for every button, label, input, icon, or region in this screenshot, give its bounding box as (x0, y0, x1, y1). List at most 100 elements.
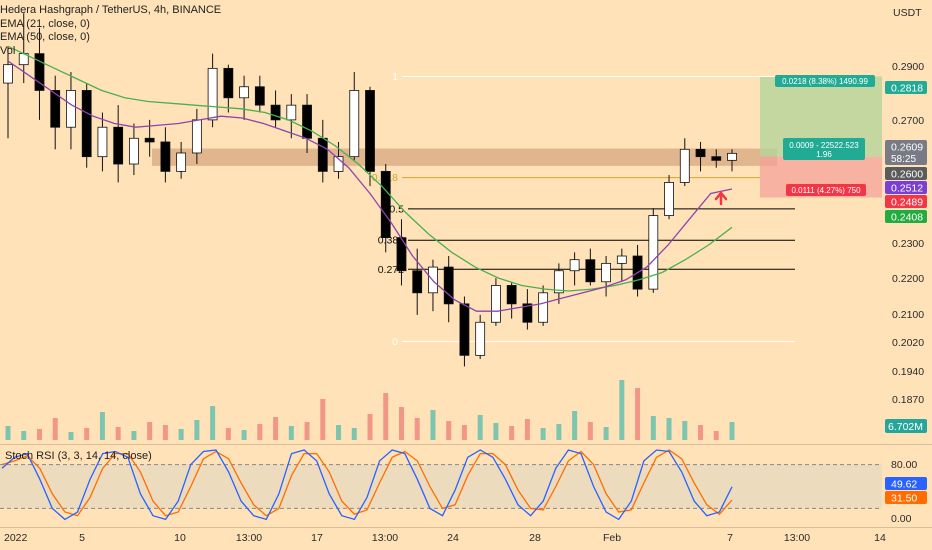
volume-bar (115, 427, 121, 440)
volume-bar (99, 412, 105, 440)
volume-bar (131, 431, 137, 440)
candle-body (254, 86, 265, 106)
stoch-k-line (1, 449, 733, 521)
volume-bar (650, 416, 656, 440)
price-tag-text: 0.2609 (891, 142, 923, 154)
candle-body (223, 67, 234, 99)
candle-body (3, 64, 13, 84)
candle-body (66, 90, 76, 128)
volume-bar (351, 428, 357, 440)
symbol-title[interactable]: Hedera Hashgraph / TetherUS, 4h, BINANCE (0, 4, 222, 16)
volume-bar (273, 417, 279, 440)
candle-body (522, 303, 533, 323)
price-tag-text: 0.2489 (891, 197, 923, 209)
price-axis-tick: 0.2300 (892, 238, 924, 250)
volume-bar (446, 421, 452, 440)
price-tag-text: 0.2818 (891, 83, 923, 95)
time-axis-label: 2022 (4, 532, 28, 544)
volume-bar (603, 427, 609, 440)
price-axis-tick: 0.1940 (892, 366, 924, 378)
candle-body (349, 90, 360, 158)
volume-bar (713, 431, 719, 440)
volume-bar (383, 393, 389, 440)
volume-bar (147, 422, 153, 440)
stoch-d-tag-bg (885, 491, 927, 504)
volume-bar (84, 428, 90, 440)
volume-bar (304, 422, 310, 440)
price-tag-bg (885, 210, 927, 223)
volume-bar (194, 420, 200, 440)
volume-tag-text: 6.702M (888, 421, 923, 433)
volume-bar (682, 421, 688, 440)
volume-bar (698, 425, 704, 440)
time-axis-label: 17 (311, 532, 323, 544)
candle-body (176, 152, 187, 172)
candle-body (365, 90, 375, 172)
candle-body (679, 148, 690, 183)
volume-bar (257, 424, 263, 440)
candle-body (695, 148, 706, 158)
candle-body (34, 53, 45, 91)
position-stop-label-bg (786, 184, 866, 196)
volume-bar (430, 410, 436, 440)
stoch-axis-tick: 80.00 (891, 459, 917, 471)
candle-body (81, 90, 92, 158)
support-zone (152, 148, 777, 166)
price-tag-bg (885, 140, 927, 165)
time-axis-label: 5 (79, 532, 85, 544)
volume-bar (288, 426, 294, 440)
candle-body (711, 156, 722, 161)
position-entry-label-bg (783, 138, 865, 160)
price-axis-tick: 0.1870 (892, 394, 924, 406)
volume-bar (461, 425, 467, 440)
up-arrow-annotation (714, 191, 728, 206)
volume-bar (21, 431, 27, 440)
indicator-volume-label[interactable]: Vol (0, 44, 16, 57)
price-tag: 0.2600 (885, 167, 927, 181)
candle-body (538, 292, 549, 323)
volume-bar (320, 399, 326, 440)
time-axis-label: 13:00 (372, 532, 398, 544)
candle-body (113, 126, 124, 165)
candle-body (144, 137, 155, 143)
candle-body (129, 137, 139, 165)
candle-body (286, 104, 297, 121)
candle-body (333, 156, 344, 172)
volume-bar (587, 422, 593, 440)
chart-legend: Hedera Hashgraph / TetherUS, 4h, BINANCE… (0, 4, 221, 58)
candle-body (475, 321, 486, 356)
candles-group (3, 13, 737, 367)
indicator-ema50-label[interactable]: EMA (50, close, 0) (0, 31, 90, 43)
time-axis-label: 13:00 (236, 532, 262, 544)
volume-bar (556, 424, 562, 440)
stoch-axis-tick: 0.00 (891, 513, 912, 525)
volume-bar (178, 429, 184, 440)
position-entry-text: 0.0009 - 22522.523 (789, 141, 859, 150)
volume-bar (336, 425, 342, 440)
volume-bar (635, 388, 641, 440)
fib-level-label: 0 (392, 336, 398, 348)
time-axis-label: 24 (447, 532, 459, 544)
price-tag: 0.2512 (885, 181, 927, 195)
indicator-ema21-label[interactable]: EMA (21, close, 0) (0, 17, 90, 30)
candle-body (160, 141, 171, 172)
stoch-d-line (1, 449, 733, 517)
price-tag: 0.2818 (885, 81, 927, 95)
position-stop-text: 0.0111 (4.27%) 750 (791, 186, 861, 195)
candle-body (585, 259, 596, 283)
volume-bar (210, 406, 216, 440)
time-axis-label: 28 (529, 532, 541, 544)
candle-body (380, 170, 391, 239)
volume-bar (619, 380, 625, 440)
price-tag-subtext: 58:25 (891, 154, 916, 165)
price-tag-bg (885, 181, 927, 194)
volume-bar (540, 428, 546, 440)
candle-body (616, 255, 627, 264)
volume-bar (241, 430, 247, 440)
stoch-k-tag: 49.62 (885, 477, 927, 491)
stoch-rsi-title[interactable]: Stoch RSI (3, 3, 14, 14, close) (5, 450, 152, 462)
candle-body (648, 215, 659, 290)
